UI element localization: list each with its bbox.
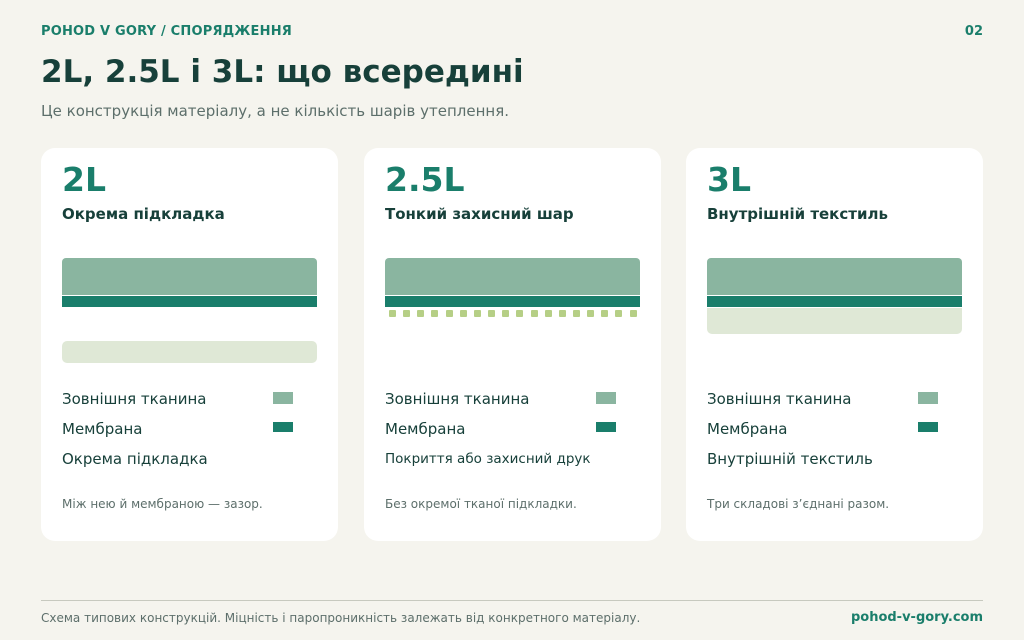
coating-dot bbox=[630, 310, 637, 317]
coating-dot bbox=[431, 310, 438, 317]
legend-outer-fabric: Зовнішня тканина bbox=[385, 390, 530, 408]
outer-fabric-layer bbox=[62, 258, 317, 295]
coating-dot bbox=[417, 310, 424, 317]
inner-textile-layer bbox=[707, 308, 962, 334]
membrane-layer bbox=[385, 296, 640, 307]
card-2-5l: 2.5L Тонкий захисний шар Зовнішня тканин… bbox=[364, 148, 661, 541]
card-note: Без окремої тканої підкладки. bbox=[385, 497, 577, 511]
coating-dot bbox=[516, 310, 523, 317]
page-title: 2L, 2.5L і 3L: що всередині bbox=[41, 54, 524, 90]
card-2l: 2L Окрема підкладка Зовнішня тканина Мем… bbox=[41, 148, 338, 541]
coating-dot bbox=[587, 310, 594, 317]
footer-divider bbox=[41, 600, 983, 601]
card-note: Між нею й мембраною — зазор. bbox=[62, 497, 263, 511]
outer-fabric-layer bbox=[385, 258, 640, 295]
membrane-layer bbox=[62, 296, 317, 307]
page-number: 02 bbox=[964, 24, 983, 39]
coating-dot bbox=[545, 310, 552, 317]
card-note: Три складові з’єднані разом. bbox=[707, 497, 890, 511]
legend-membrane: Мембрана bbox=[385, 420, 466, 438]
legend-inner-textile: Внутрішній текстиль bbox=[707, 450, 873, 468]
page-subtitle: Це конструкція матеріалу, а не кількість… bbox=[41, 102, 509, 120]
coating-dot bbox=[531, 310, 538, 317]
membrane-swatch bbox=[918, 422, 938, 432]
card-heading: Тонкий захисний шар bbox=[385, 205, 574, 223]
legend-outer-fabric: Зовнішня тканина bbox=[707, 390, 852, 408]
protective-coating-layer bbox=[389, 310, 640, 318]
coating-dot bbox=[389, 310, 396, 317]
coating-dot bbox=[488, 310, 495, 317]
coating-dot bbox=[474, 310, 481, 317]
coating-dot bbox=[573, 310, 580, 317]
separate-lining-layer bbox=[62, 341, 317, 363]
outer-fabric-swatch bbox=[596, 392, 616, 404]
legend-outer-fabric: Зовнішня тканина bbox=[62, 390, 207, 408]
card-code: 2L bbox=[62, 160, 106, 199]
membrane-swatch bbox=[596, 422, 616, 432]
coating-dot bbox=[403, 310, 410, 317]
membrane-swatch bbox=[273, 422, 293, 432]
legend-lining: Окрема підкладка bbox=[62, 450, 208, 468]
section-breadcrumb: POHOD V GORY / СПОРЯДЖЕННЯ bbox=[41, 24, 293, 39]
coating-dot bbox=[446, 310, 453, 317]
coating-dot bbox=[615, 310, 622, 317]
coating-dot bbox=[559, 310, 566, 317]
footer-site-link[interactable]: pohod-v-gory.com bbox=[850, 610, 983, 625]
coating-dot bbox=[502, 310, 509, 317]
footer-note: Схема типових конструкцій. Міцність і па… bbox=[41, 611, 641, 625]
membrane-layer bbox=[707, 296, 962, 307]
card-code: 2.5L bbox=[385, 160, 465, 199]
coating-dot bbox=[460, 310, 467, 317]
card-heading: Окрема підкладка bbox=[62, 205, 225, 223]
outer-fabric-swatch bbox=[273, 392, 293, 404]
card-code: 3L bbox=[707, 160, 751, 199]
card-3l: 3L Внутрішній текстиль Зовнішня тканина … bbox=[686, 148, 983, 541]
legend-coating: Покриття або захисний друк bbox=[385, 451, 591, 467]
legend-membrane: Мембрана bbox=[62, 420, 143, 438]
outer-fabric-swatch bbox=[918, 392, 938, 404]
card-heading: Внутрішній текстиль bbox=[707, 205, 888, 223]
legend-membrane: Мембрана bbox=[707, 420, 788, 438]
coating-dot bbox=[601, 310, 608, 317]
outer-fabric-layer bbox=[707, 258, 962, 295]
